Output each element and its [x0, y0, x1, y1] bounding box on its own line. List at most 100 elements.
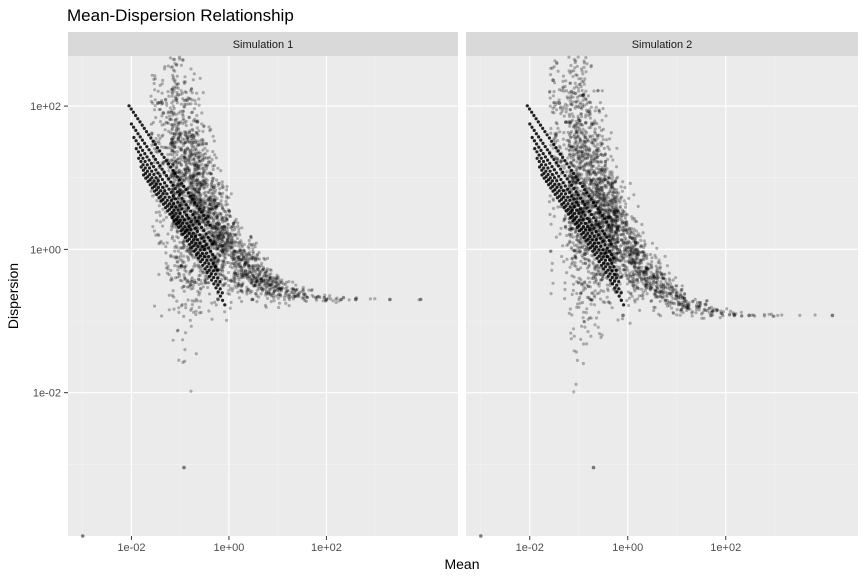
scatter-point: [200, 269, 204, 273]
scatter-point: [567, 55, 571, 59]
scatter-point: [166, 209, 170, 213]
scatter-point: [229, 300, 233, 304]
scatter-point: [634, 220, 639, 224]
scatter-point: [253, 245, 257, 249]
scatter-point: [205, 273, 209, 277]
scatter-point: [585, 307, 589, 311]
scatter-point: [191, 110, 195, 114]
scatter-point: [268, 282, 272, 286]
scatter-point: [192, 156, 196, 161]
scatter-point: [216, 224, 221, 228]
scatter-point: [160, 123, 164, 127]
scatter-point: [208, 155, 212, 159]
scatter-point: [324, 297, 329, 302]
scatter-point: [196, 201, 200, 205]
scatter-point: [163, 128, 167, 132]
scatter-point: [196, 151, 200, 156]
scatter-point: [213, 239, 217, 243]
scatter-point: [218, 280, 222, 284]
scatter-point: [562, 260, 566, 264]
scatter-point: [555, 139, 560, 143]
scatter-point: [586, 270, 591, 274]
scatter-point: [226, 202, 230, 206]
scatter-point: [200, 251, 204, 255]
scatter-point: [181, 193, 186, 198]
scatter-point: [259, 277, 263, 281]
scatter-point: [264, 273, 268, 277]
scatter-point: [162, 160, 166, 164]
scatter-point: [552, 214, 556, 218]
scatter-point: [183, 167, 188, 171]
scatter-point: [621, 263, 625, 267]
scatter-point: [182, 184, 186, 188]
scatter-point: [218, 187, 222, 191]
scatter-point: [171, 183, 175, 187]
scatter-point: [269, 285, 273, 289]
scatter-point: [202, 200, 206, 204]
scatter-point: [221, 265, 225, 269]
scatter-point: [601, 107, 605, 111]
scatter-point: [200, 111, 204, 115]
scatter-point: [195, 151, 199, 155]
scatter-point: [160, 100, 164, 104]
scatter-point: [192, 238, 196, 242]
scatter-point: [168, 56, 173, 60]
scatter-point: [171, 289, 175, 293]
scatter-point: [584, 97, 588, 101]
scatter-point: [195, 229, 200, 234]
scatter-point: [194, 119, 198, 123]
scatter-point: [645, 292, 649, 296]
scatter-point: [185, 135, 189, 140]
scatter-point: [201, 91, 205, 95]
scatter-point: [184, 331, 188, 335]
scatter-point: [158, 182, 162, 186]
scatter-point: [225, 196, 229, 200]
scatter-point: [578, 241, 583, 245]
scatter-point: [183, 265, 187, 269]
scatter-point: [147, 133, 151, 137]
scatter-point: [220, 251, 224, 255]
scatter-point: [179, 63, 183, 67]
scatter-point: [571, 152, 575, 156]
scatter-point: [269, 268, 273, 272]
scatter-point: [249, 234, 253, 238]
scatter-point: [171, 174, 175, 178]
scatter-point: [262, 283, 266, 287]
scatter-point: [643, 251, 647, 256]
scatter-point: [169, 175, 173, 179]
scatter-point: [180, 172, 184, 176]
scatter-point: [205, 277, 209, 281]
scatter-point: [160, 91, 164, 95]
scatter-point: [182, 172, 186, 176]
scatter-point: [256, 267, 260, 271]
scatter-point: [178, 155, 182, 159]
scatter-point: [222, 219, 226, 223]
scatter-point: [155, 219, 159, 223]
scatter-point: [179, 148, 183, 152]
scatter-point: [154, 176, 158, 180]
scatter-point: [189, 252, 193, 256]
scatter-point: [176, 157, 180, 161]
scatter-point: [227, 237, 232, 241]
scatter-point: [287, 293, 291, 297]
scatter-point: [598, 125, 602, 129]
scatter-point: [650, 241, 655, 245]
scatter-point: [154, 137, 158, 141]
scatter-point: [181, 58, 185, 62]
scatter-point: [209, 204, 213, 208]
scatter-point: [176, 170, 180, 174]
scatter-point: [174, 96, 178, 100]
scatter-point: [170, 222, 174, 226]
scatter-point: [201, 166, 206, 170]
scatter-point: [183, 156, 187, 161]
scatter-point: [201, 183, 205, 187]
scatter-point: [247, 264, 251, 268]
scatter-point: [216, 214, 220, 218]
scatter-point: [157, 108, 161, 112]
scatter-point: [578, 139, 583, 143]
scatter-point: [179, 120, 183, 124]
scatter-point: [279, 289, 283, 293]
scatter-point: [175, 164, 179, 168]
scatter-point: [631, 217, 635, 221]
scatter-point: [194, 148, 198, 152]
